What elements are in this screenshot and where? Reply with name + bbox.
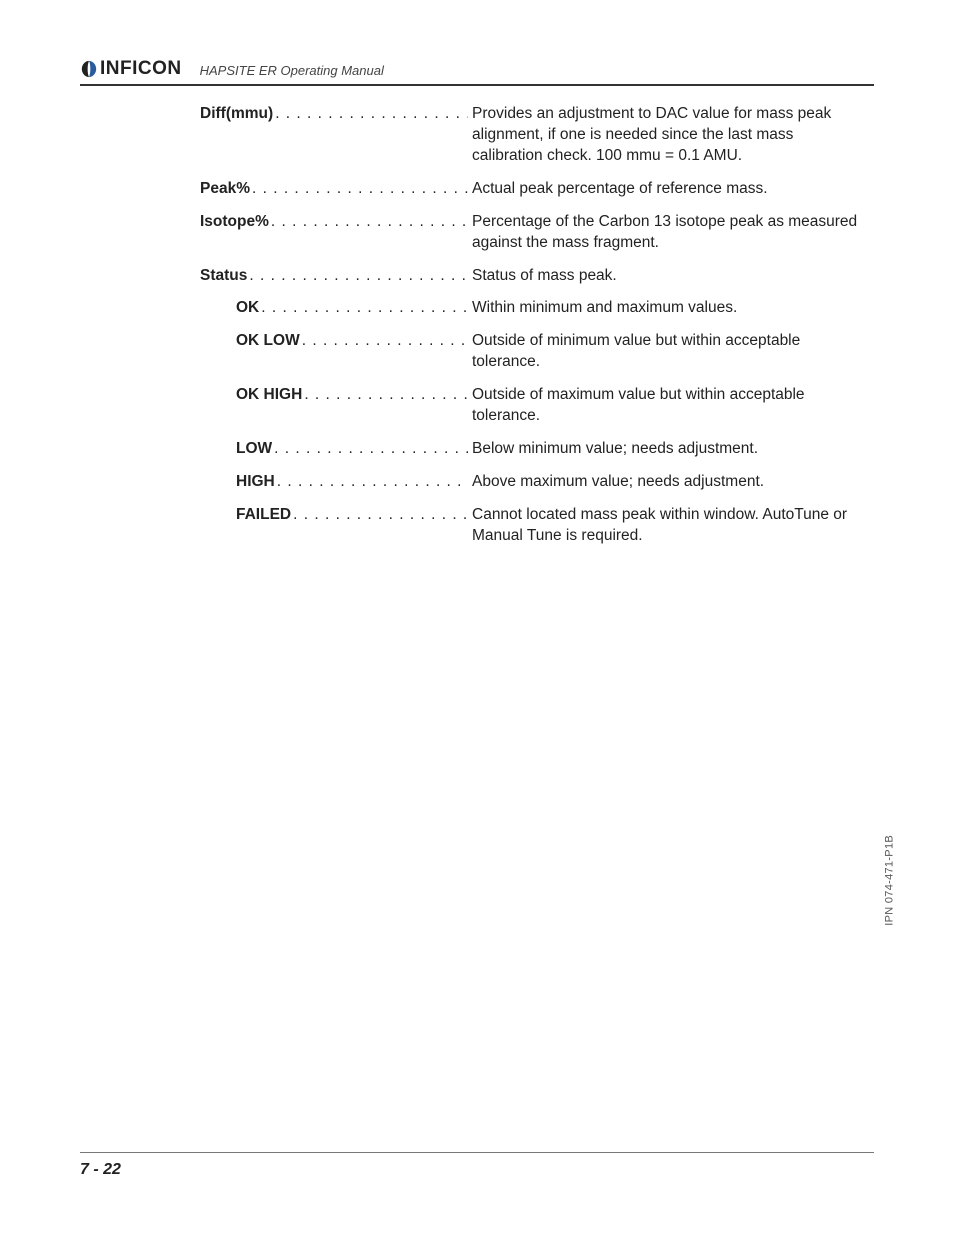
page-header: INFICON HAPSITE ER Operating Manual [80,58,874,86]
definition-description: Cannot located mass peak within window. … [468,505,864,547]
leader-dots [274,439,468,460]
definition-description: Within minimum and maximum values. [468,298,864,319]
definition-description: Percentage of the Carbon 13 isotope peak… [468,212,864,254]
definition-entry: OK HIGH Outside of maximum value but with… [200,385,864,427]
definition-entry: Status Status of mass peak. [200,266,864,287]
term-column: OK LOW [236,331,468,373]
definition-description: Above maximum value; needs adjustment. [468,472,864,493]
leader-dots [293,505,468,526]
definition-description: Below minimum value; needs adjustment. [468,439,864,460]
page-number: 7 - 22 [80,1161,121,1178]
definition-entry: Diff(mmu) Provides an adjustment to DAC v… [200,104,864,167]
leader-dots [249,266,468,287]
definition-term: Status [200,266,249,287]
term-column: Status [200,266,468,287]
leader-dots [252,179,468,200]
brand-logo: INFICON [80,58,182,80]
term-column: Diff(mmu) [200,104,468,167]
page-footer: 7 - 22 [80,1152,874,1179]
definition-term: OK [236,298,261,319]
term-column: FAILED [236,505,468,547]
term-column: Isotope% [200,212,468,254]
definitions-list: Diff(mmu) Provides an adjustment to DAC v… [80,104,874,547]
definition-description: Actual peak percentage of reference mass… [468,179,864,200]
document-ipn-label: IPN 074-471-P1B [884,835,896,926]
leader-dots [271,212,468,233]
term-column: OK HIGH [236,385,468,427]
term-column: OK [236,298,468,319]
leader-dots [302,331,468,352]
definition-term: HIGH [236,472,277,493]
definition-description: Outside of maximum value but within acce… [468,385,864,427]
manual-title: HAPSITE ER Operating Manual [200,63,384,80]
definition-entry: OK LOW Outside of minimum value but withi… [200,331,864,373]
definition-entry: Isotope% Percentage of the Carbon 13 isot… [200,212,864,254]
definition-description: Provides an adjustment to DAC value for … [468,104,864,167]
definition-description: Outside of minimum value but within acce… [468,331,864,373]
leader-dots [277,472,468,493]
definition-description: Status of mass peak. [468,266,864,287]
definition-entry: OK Within minimum and maximum values. [200,298,864,319]
brand-logo-icon [80,60,98,78]
definition-term: OK HIGH [236,385,304,406]
definition-entry: LOW Below minimum value; needs adjustment… [200,439,864,460]
definition-term: Isotope% [200,212,271,233]
term-column: HIGH [236,472,468,493]
definition-term: Diff(mmu) [200,104,275,125]
definition-term: Peak% [200,179,252,200]
leader-dots [275,104,468,125]
definition-term: OK LOW [236,331,302,352]
term-column: LOW [236,439,468,460]
leader-dots [261,298,468,319]
leader-dots [304,385,468,406]
definition-entry: HIGH Above maximum value; needs adjustmen… [200,472,864,493]
brand-name: INFICON [100,58,182,80]
definition-entry: Peak% Actual peak percentage of reference… [200,179,864,200]
definition-entry: FAILED Cannot located mass peak within wi… [200,505,864,547]
term-column: Peak% [200,179,468,200]
definition-term: FAILED [236,505,293,526]
page: INFICON HAPSITE ER Operating Manual Diff… [0,0,954,1235]
definition-term: LOW [236,439,274,460]
